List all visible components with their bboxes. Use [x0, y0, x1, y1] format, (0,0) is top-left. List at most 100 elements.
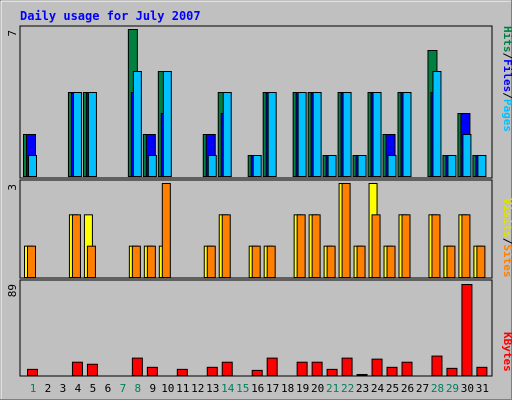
day-label-24: 24 — [371, 382, 385, 395]
legend-files: Files — [501, 59, 512, 92]
day-label-20: 20 — [311, 382, 324, 395]
kbytes-bar-day-undefined — [131, 357, 143, 377]
sites-bar-day-undefined — [356, 245, 366, 279]
kbytes-bar-day-undefined — [431, 355, 443, 376]
day-label-27: 27 — [416, 382, 429, 395]
day-label-21: 21 — [326, 382, 339, 395]
sites-bar-day-undefined — [446, 245, 456, 279]
kbytes-bar-day-undefined — [476, 366, 488, 376]
pages-bar-day-19 — [297, 92, 307, 177]
sites-bar-day-undefined — [401, 214, 411, 278]
kbytes-bar-day-undefined — [266, 357, 278, 377]
pages-bar-day-25 — [387, 155, 397, 177]
kbytes-bar-day-undefined — [446, 367, 458, 376]
pages-bar-day-16 — [252, 155, 262, 177]
pages-bar-day-13 — [207, 155, 217, 177]
sites-bar-day-undefined — [296, 214, 306, 278]
day-label-26: 26 — [401, 382, 414, 395]
legend-visits: Visits — [501, 198, 512, 238]
sites-bar-day-undefined — [266, 245, 276, 279]
pages-bar-day-17 — [267, 92, 277, 177]
pages-bar-day-24 — [372, 92, 382, 177]
kbytes-ymax-label: 89 — [6, 284, 19, 297]
pages-bar-day-21 — [327, 155, 337, 177]
legend-sites: Sites — [501, 244, 512, 277]
sites-bar-day-undefined — [431, 214, 441, 278]
day-label-12: 12 — [191, 382, 204, 395]
day-label-11: 11 — [176, 382, 189, 395]
kbytes-bar-day-undefined — [356, 373, 368, 377]
kbytes-bar-day-undefined — [27, 368, 38, 377]
bars-layer — [23, 29, 488, 377]
day-label-22: 22 — [341, 382, 354, 395]
legend-hits: Hits — [501, 26, 512, 53]
kbytes-bar-day-undefined — [341, 357, 353, 377]
pages-bar-day-8 — [132, 71, 142, 177]
day-label-6: 6 — [105, 382, 112, 395]
pages-bar-day-10 — [162, 71, 172, 177]
day-label-31: 31 — [476, 382, 489, 395]
day-label-1: 1 — [30, 382, 37, 395]
day-label-7: 7 — [120, 382, 127, 395]
day-label-23: 23 — [356, 382, 369, 395]
kbytes-bar-day-undefined — [206, 366, 218, 376]
sites-bar-day-undefined — [161, 183, 171, 278]
sites-bar-day-undefined — [311, 214, 321, 278]
kbytes-bar-day-undefined — [221, 361, 233, 376]
day-label-4: 4 — [75, 382, 82, 395]
sites-bar-day-undefined — [71, 214, 81, 278]
sites-bar-day-undefined — [371, 214, 381, 278]
pages-bar-day-9 — [147, 155, 157, 177]
sites-bar-day-undefined — [27, 245, 36, 279]
legend-slash: / — [501, 53, 512, 60]
kbytes-panel — [19, 279, 493, 377]
legend-kbytes: KBytes — [501, 332, 512, 372]
day-label-19: 19 — [296, 382, 309, 395]
day-label-17: 17 — [266, 382, 279, 395]
legend-slash: / — [501, 238, 512, 245]
pages-bar-day-4 — [72, 92, 82, 177]
sites-bar-day-undefined — [326, 245, 336, 279]
kbytes-bar-day-undefined — [146, 366, 158, 376]
day-label-30: 30 — [461, 382, 474, 395]
day-label-14: 14 — [221, 382, 235, 395]
kbytes-bar-day-undefined — [311, 361, 323, 376]
sites-bar-day-undefined — [146, 245, 156, 279]
kbytes-bar-day-undefined — [326, 368, 338, 377]
kbytes-bar-day-undefined — [176, 368, 188, 377]
pages-bar-day-22 — [342, 92, 352, 177]
kbytes-bar-day-undefined — [401, 361, 413, 376]
sites-bar-day-undefined — [206, 245, 216, 279]
day-label-16: 16 — [251, 382, 264, 395]
sites-bar-day-undefined — [341, 183, 351, 278]
sites-bar-day-undefined — [476, 245, 486, 279]
legend-visits-sites: Visits/Sites — [501, 198, 512, 278]
pages-bar-day-14 — [222, 92, 232, 177]
pages-bar-day-5 — [87, 92, 97, 177]
pages-bar-day-31 — [477, 155, 487, 177]
pages-bar-day-20 — [312, 92, 322, 177]
day-label-9: 9 — [150, 382, 157, 395]
kbytes-bar-day-undefined — [461, 284, 473, 376]
kbytes-bar-day-undefined — [371, 358, 383, 376]
kbytes-bar-day-undefined — [71, 361, 83, 376]
legend-kbytes-label: KBytes — [501, 332, 512, 372]
legend-pages: Pages — [501, 99, 512, 132]
day-label-28: 28 — [431, 382, 444, 395]
chart-title: Daily usage for July 2007 — [20, 9, 201, 23]
visits-ymax-label: 3 — [6, 184, 19, 191]
hits-ymax-label: 7 — [6, 30, 19, 37]
sites-bar-day-undefined — [386, 245, 396, 279]
sites-bar-day-undefined — [86, 245, 96, 279]
hits-panel — [19, 25, 493, 179]
sites-bar-day-undefined — [461, 214, 471, 278]
kbytes-bar-day-undefined — [386, 366, 398, 376]
day-label-18: 18 — [281, 382, 294, 395]
kbytes-bar-day-undefined — [86, 363, 98, 376]
day-label-10: 10 — [161, 382, 174, 395]
day-label-13: 13 — [206, 382, 219, 395]
day-label-15: 15 — [236, 382, 249, 395]
pages-bar-day-23 — [357, 155, 367, 177]
pages-bar-day-1 — [28, 155, 37, 177]
sites-bar-day-undefined — [131, 245, 141, 279]
